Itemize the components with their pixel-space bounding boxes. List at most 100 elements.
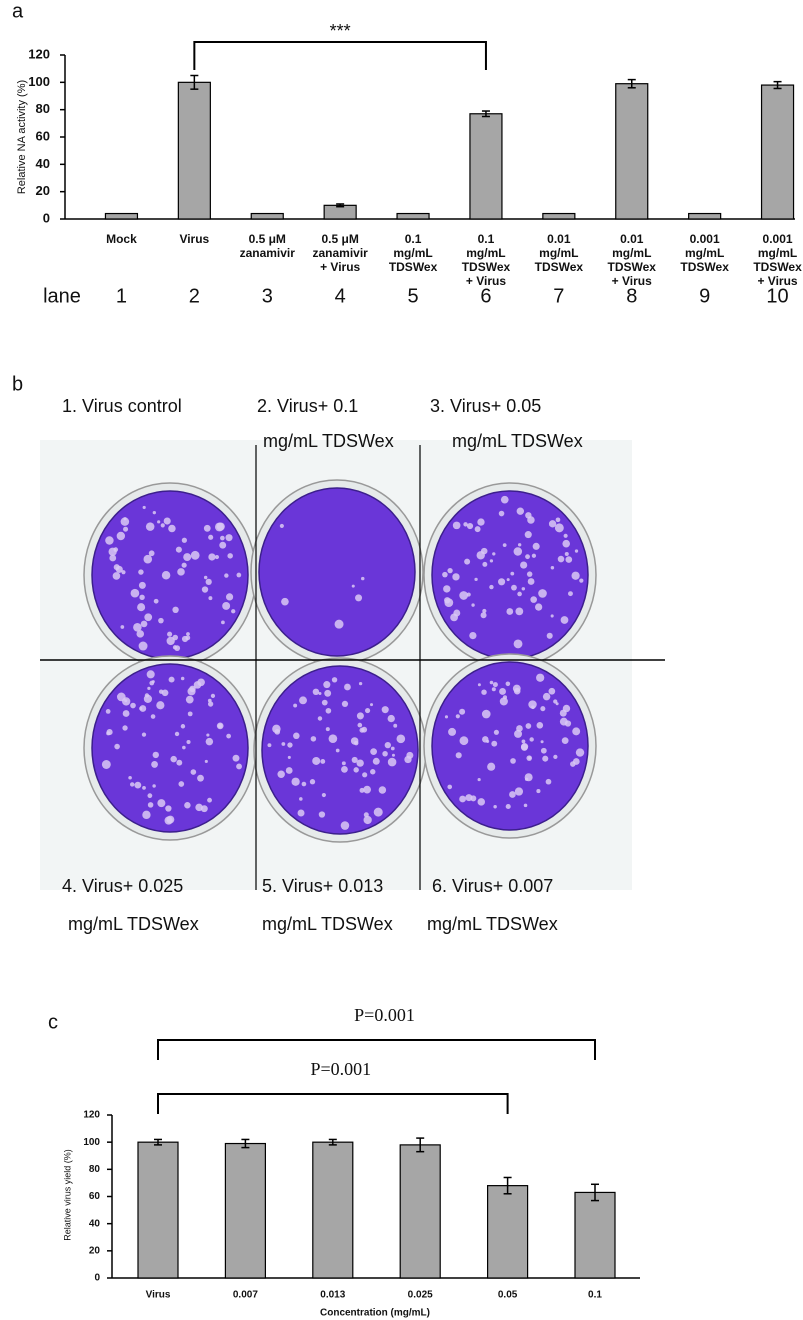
plaque bbox=[165, 816, 173, 824]
plaque bbox=[506, 681, 511, 686]
x-tick-label: 0.01 bbox=[547, 232, 571, 246]
plaque bbox=[142, 786, 146, 790]
plaque bbox=[197, 775, 204, 782]
y-tick-label: 60 bbox=[36, 128, 50, 143]
plaque bbox=[186, 696, 194, 704]
plaque bbox=[354, 741, 358, 745]
well-label: mg/mL TDSWex bbox=[263, 431, 394, 451]
plaque bbox=[335, 620, 344, 629]
plaque bbox=[522, 740, 526, 744]
y-axis-label: Relative NA activity (%) bbox=[16, 80, 28, 194]
plaque bbox=[459, 591, 468, 600]
plaque bbox=[139, 642, 148, 651]
plaque bbox=[397, 735, 406, 744]
x-tick-label: Virus bbox=[146, 1290, 171, 1301]
plaque bbox=[236, 764, 242, 770]
plaque bbox=[506, 804, 511, 809]
plaque bbox=[130, 782, 134, 786]
plaque bbox=[551, 566, 554, 569]
plaque bbox=[452, 573, 459, 580]
plaque bbox=[147, 687, 150, 690]
plaque bbox=[177, 568, 185, 576]
plaque bbox=[364, 816, 372, 824]
plaque bbox=[324, 690, 331, 697]
well-label: mg/mL TDSWex bbox=[68, 914, 199, 934]
bar bbox=[178, 82, 210, 219]
figure: a020406080100120Relative NA activity (%)… bbox=[0, 0, 803, 1320]
plaque bbox=[173, 645, 177, 649]
plaque bbox=[529, 737, 533, 741]
plaque bbox=[501, 496, 509, 504]
plaque bbox=[393, 724, 397, 728]
plaque bbox=[499, 688, 506, 695]
plaque bbox=[326, 727, 330, 731]
plaque bbox=[361, 577, 364, 580]
plaque bbox=[463, 522, 467, 526]
x-tick-label: TDSWex bbox=[462, 260, 511, 274]
x-tick-label: 0.5 μM bbox=[321, 232, 358, 246]
y-tick-label: 0 bbox=[94, 1273, 100, 1284]
plaque bbox=[182, 538, 187, 543]
plaque bbox=[208, 553, 215, 560]
x-tick-label: mg/mL bbox=[466, 246, 505, 260]
plaque bbox=[153, 752, 159, 758]
plaque bbox=[564, 534, 568, 538]
bar bbox=[543, 214, 575, 219]
plaque bbox=[535, 603, 542, 610]
plaque bbox=[471, 603, 474, 606]
plaque bbox=[123, 710, 130, 717]
plaque bbox=[445, 715, 448, 718]
plaque bbox=[515, 787, 523, 795]
plaque bbox=[448, 728, 456, 736]
x-tick-label: 0.01 bbox=[620, 232, 644, 246]
plaque bbox=[139, 705, 146, 712]
y-tick-label: 100 bbox=[83, 1137, 100, 1148]
plaque bbox=[170, 756, 176, 762]
y-tick-label: 20 bbox=[36, 183, 50, 198]
y-tick-label: 0 bbox=[43, 210, 50, 225]
x-tick-label: 0.1 bbox=[478, 232, 495, 246]
plaque bbox=[299, 696, 307, 704]
well-label: 2. Virus+ 0.1 bbox=[257, 396, 358, 416]
x-tick-label: 0.025 bbox=[408, 1290, 433, 1301]
plaque bbox=[121, 517, 130, 526]
bar bbox=[575, 1192, 615, 1278]
plaque bbox=[298, 810, 305, 817]
plaque bbox=[527, 516, 535, 524]
bar bbox=[762, 85, 794, 219]
plaque bbox=[302, 782, 307, 787]
plaque bbox=[370, 769, 375, 774]
plaque bbox=[184, 802, 190, 808]
plaque bbox=[478, 683, 481, 686]
plaque bbox=[362, 772, 367, 777]
plaque bbox=[323, 681, 330, 688]
plaque bbox=[287, 742, 292, 747]
plaque bbox=[142, 811, 150, 819]
plaque bbox=[137, 603, 145, 611]
plaque bbox=[114, 744, 120, 750]
plaque bbox=[165, 805, 171, 811]
plaque bbox=[492, 687, 496, 691]
plaque bbox=[320, 759, 325, 764]
plaque bbox=[281, 742, 285, 746]
plaque bbox=[357, 723, 362, 728]
plaque bbox=[489, 585, 493, 589]
plaque bbox=[482, 710, 491, 719]
plaque bbox=[114, 564, 120, 570]
plaque bbox=[382, 706, 389, 713]
plaque bbox=[355, 594, 362, 601]
plaque bbox=[158, 618, 164, 624]
plaque bbox=[181, 724, 185, 728]
plaque bbox=[542, 756, 548, 762]
x-tick-label: 0.001 bbox=[690, 232, 720, 246]
y-tick-label: 40 bbox=[36, 156, 50, 171]
plaque bbox=[202, 586, 208, 592]
plaque bbox=[105, 536, 113, 544]
plaque bbox=[117, 532, 125, 540]
x-tick-label: 0.5 μM bbox=[249, 232, 286, 246]
bar bbox=[313, 1142, 353, 1278]
plaque bbox=[182, 746, 186, 750]
plaque bbox=[167, 632, 172, 637]
plaque bbox=[482, 736, 488, 742]
y-tick-label: 120 bbox=[83, 1110, 100, 1121]
